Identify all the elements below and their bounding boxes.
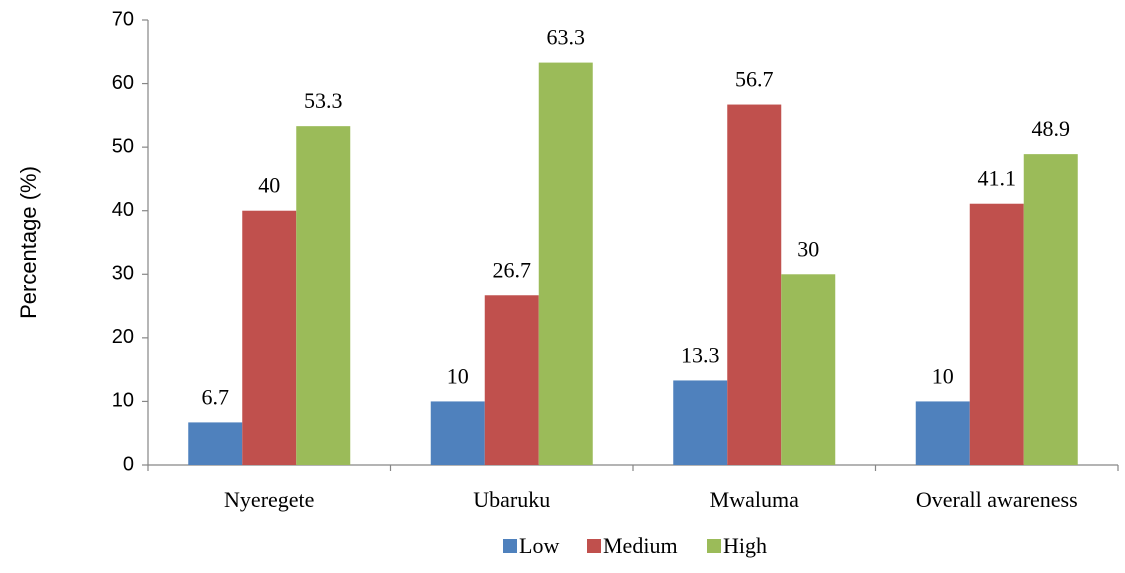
data-label: 41.1: [978, 166, 1017, 191]
y-tick-label: 20: [112, 326, 134, 348]
x-category-label: Mwaluma: [710, 487, 799, 512]
legend-swatch-medium: [587, 539, 601, 553]
data-label: 63.3: [547, 25, 586, 50]
data-label: 10: [447, 363, 469, 388]
y-tick-label: 0: [123, 453, 134, 475]
bar-low: [915, 401, 970, 465]
axes: 0 10 20 30 40 50 60 70 Nyeregete Ubaruku Mwaluma Ov…: [112, 8, 1119, 512]
bar-medium: [484, 295, 539, 465]
bar-medium: [242, 210, 297, 465]
y-tick-label: 30: [112, 263, 134, 285]
legend: Low Medium High: [503, 533, 767, 558]
bar-medium: [727, 104, 782, 466]
legend-label-high: High: [723, 533, 767, 558]
y-tick-label: 50: [112, 135, 134, 157]
y-tick-label: 60: [112, 72, 134, 94]
data-labels: 6.7 40 53.3 10 26.7 63.3 13.3 56.7 30 10 41.1 48.9: [202, 25, 1071, 410]
data-label: 48.9: [1032, 116, 1071, 141]
bars: [188, 62, 1078, 466]
data-label: 56.7: [735, 67, 774, 92]
y-tick-label: 70: [112, 8, 134, 30]
bar-high: [781, 274, 836, 465]
y-tick-label: 10: [112, 390, 134, 412]
data-label: 30: [797, 236, 819, 261]
data-label: 26.7: [493, 257, 532, 282]
bar-low: [673, 380, 728, 465]
bar-high: [296, 126, 351, 466]
bar-high: [538, 62, 593, 465]
bar-low: [430, 401, 485, 465]
bar-medium: [969, 203, 1024, 465]
data-label: 13.3: [681, 342, 720, 367]
legend-label-low: Low: [519, 533, 559, 558]
data-label: 10: [932, 363, 954, 388]
legend-swatch-low: [503, 539, 517, 553]
data-label: 53.3: [304, 88, 343, 113]
legend-swatch-high: [707, 539, 721, 553]
legend-label-medium: Medium: [603, 533, 678, 558]
x-category-label: Overall awareness: [916, 487, 1078, 512]
y-axis-title: Percentage (%): [16, 166, 41, 319]
x-category-label: Ubaruku: [473, 487, 550, 512]
data-label: 6.7: [202, 384, 230, 409]
data-label: 40: [258, 173, 280, 198]
bar-high: [1023, 154, 1078, 465]
x-category-label: Nyeregete: [224, 487, 314, 512]
bar-low: [188, 422, 243, 465]
y-tick-label: 40: [112, 199, 134, 221]
